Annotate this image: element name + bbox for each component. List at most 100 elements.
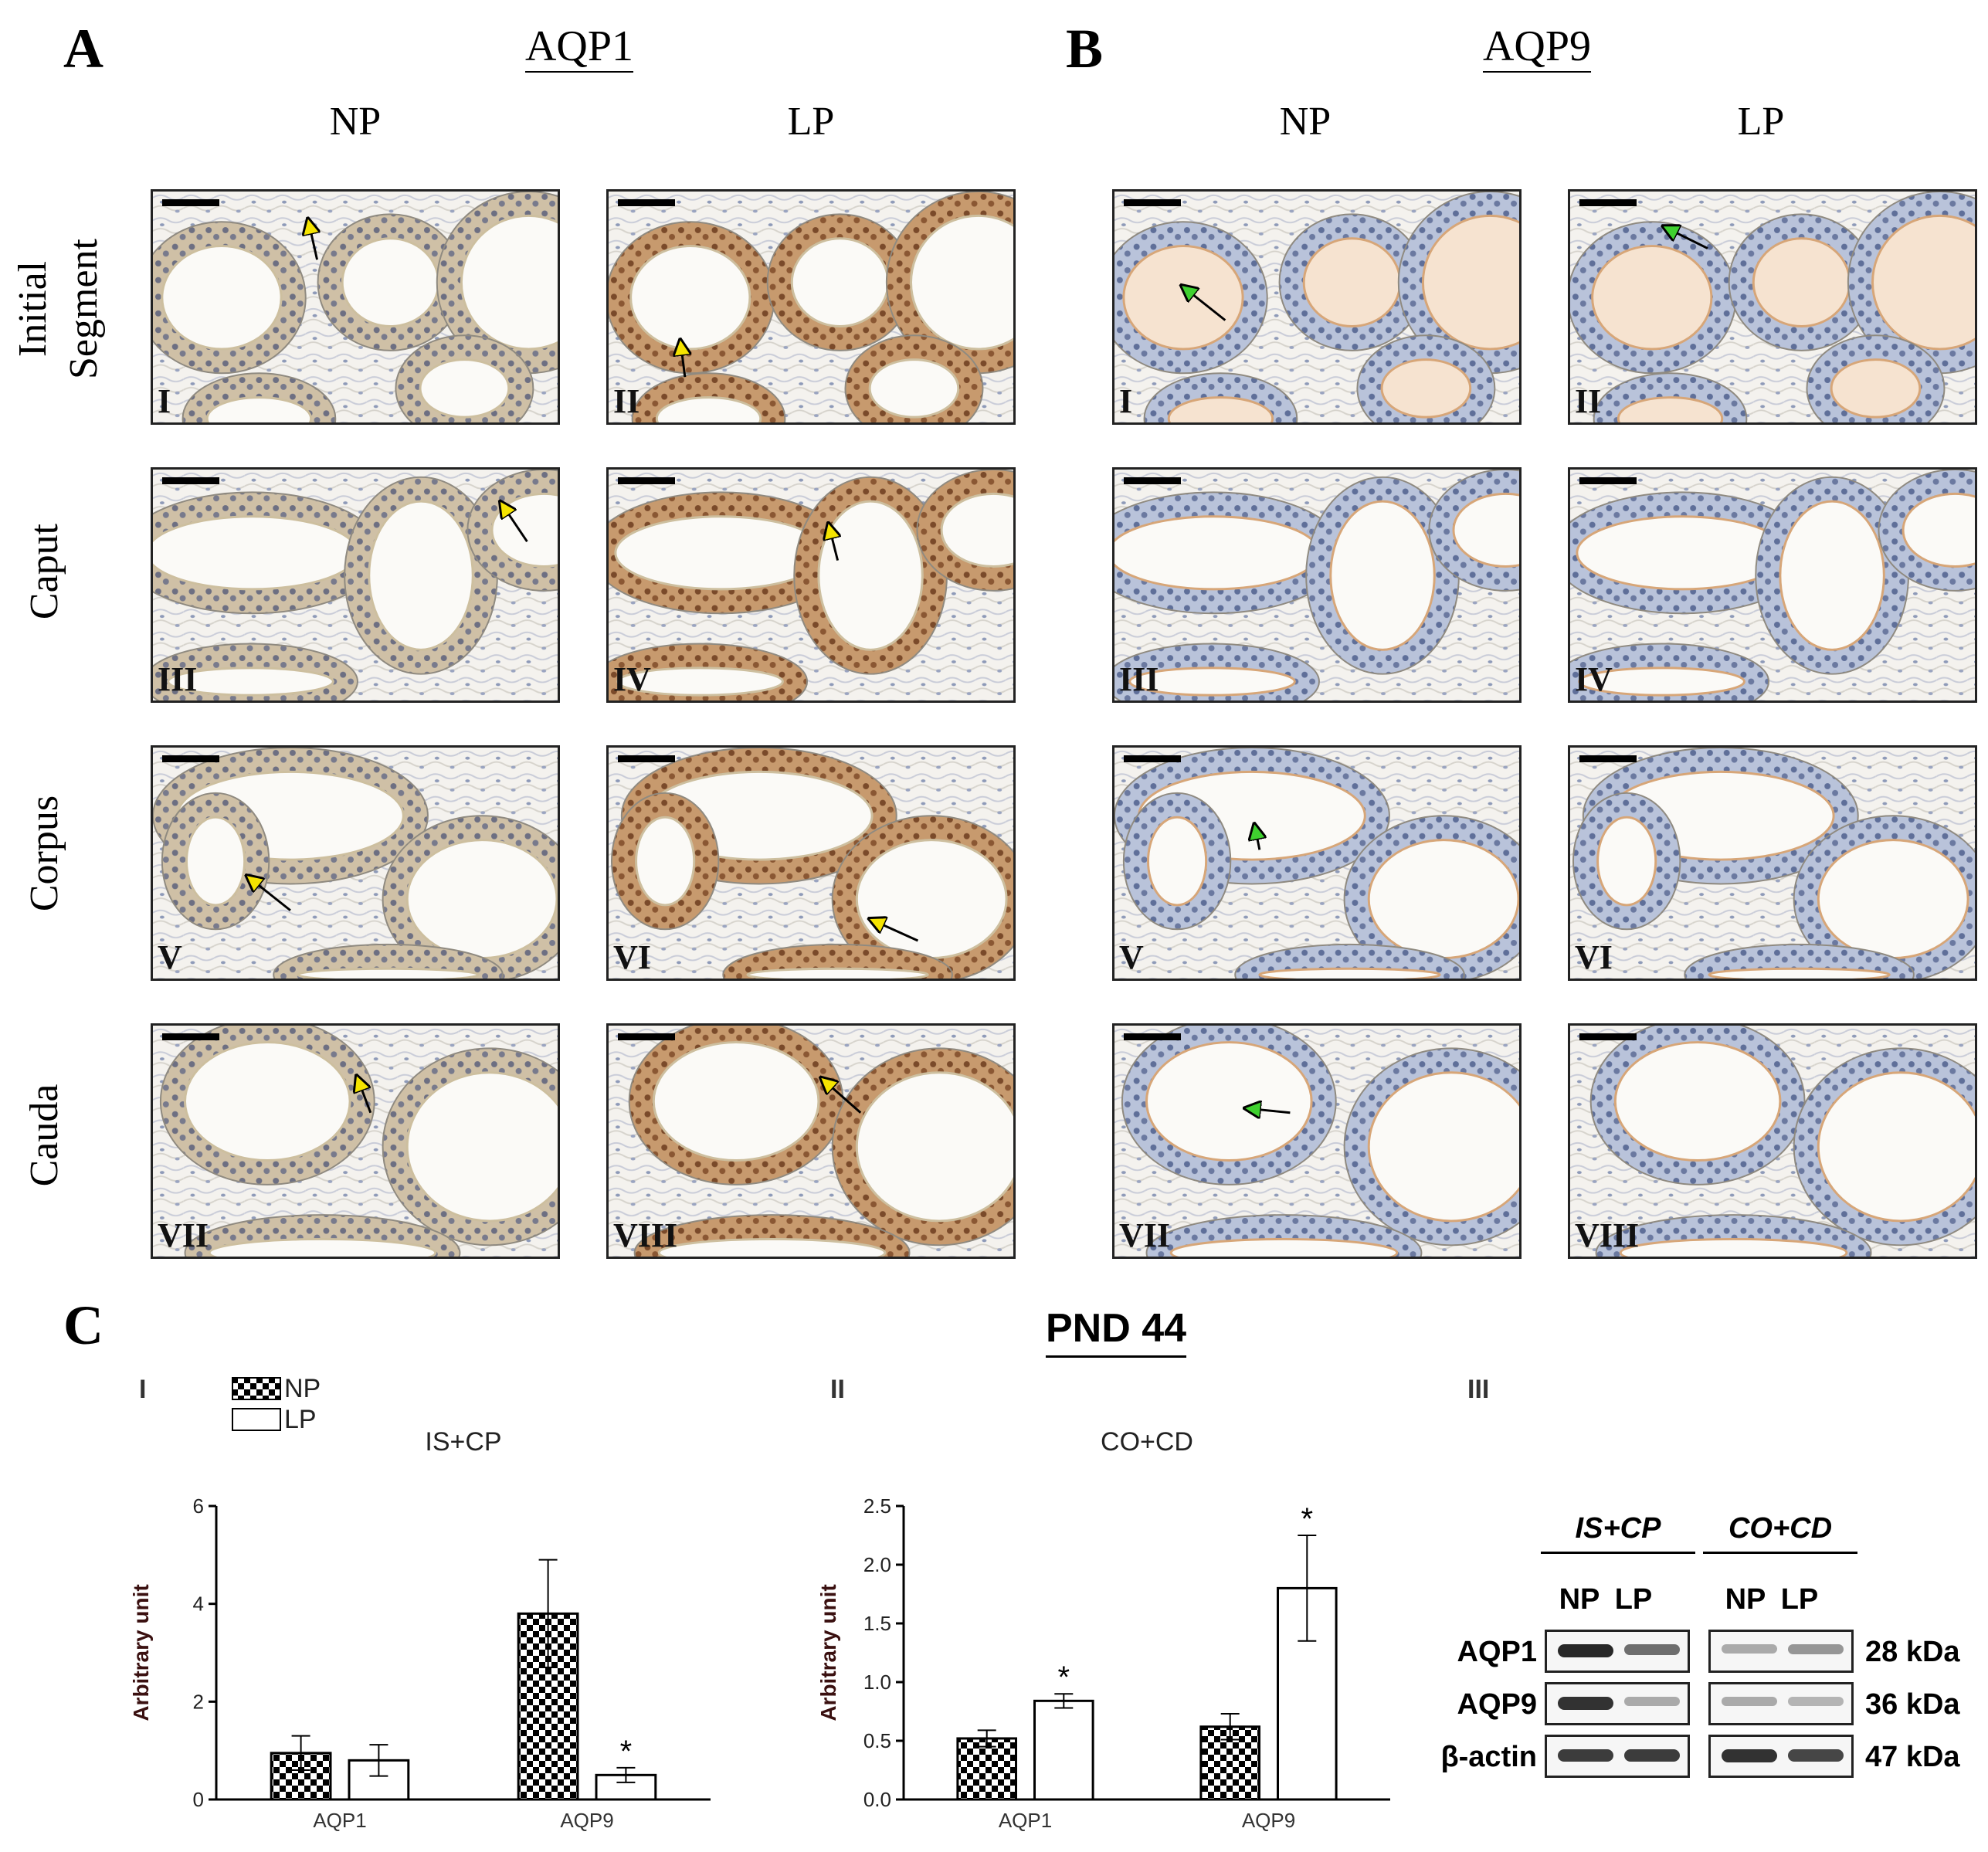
panel-c-title: PND 44 <box>1045 1306 1187 1351</box>
yellow-arrow-icon <box>504 507 528 542</box>
micrograph-b-1: I <box>1112 189 1522 425</box>
panel-c-sub-iii: III <box>1467 1375 1490 1404</box>
wb-blot-box <box>1545 1735 1690 1778</box>
yellow-arrow-icon <box>310 226 317 260</box>
wb-band <box>1624 1749 1680 1762</box>
yellow-arrow-icon <box>681 347 685 378</box>
wb-size-label: 28 kDa <box>1865 1636 1960 1668</box>
chart-legend: NP LP <box>232 1373 321 1435</box>
wb-lane-3: NP <box>1725 1583 1766 1616</box>
wb-band <box>1558 1644 1613 1658</box>
micrograph-b-3: III <box>1112 467 1522 703</box>
micrograph-a-7: VII <box>151 1023 560 1259</box>
col-label-b-np: NP <box>1279 100 1332 144</box>
bar-chart-co-cd: CO+CD Arbitrary unit 0.0 0.5 1.0 1.5 2.0 2.5 * AQ… <box>816 1427 1390 1832</box>
legend-item-np: NP <box>232 1373 321 1404</box>
x-tick-label: AQP9 <box>1242 1809 1295 1832</box>
y-tick-label: 4 <box>193 1593 204 1616</box>
y-axis-label: Arbitrary unit <box>129 1584 153 1721</box>
legend-label-np: NP <box>284 1373 321 1403</box>
col-label-a-lp: LP <box>787 100 835 144</box>
panel-a-title: AQP1 <box>524 22 634 70</box>
wb-band <box>1722 1749 1777 1762</box>
wb-blot-box <box>1708 1682 1854 1725</box>
micrograph-label: I <box>1119 382 1133 420</box>
significance-marker: * <box>620 1735 633 1769</box>
green-arrow-icon <box>1256 831 1260 850</box>
y-tick-label: 1.5 <box>863 1612 891 1635</box>
scale-bar <box>618 199 675 206</box>
scale-bar <box>1579 755 1637 762</box>
bar-chart-is-cp: IS+CP Arbitrary unit 0 2 4 6 AQP1 * AQP9 <box>129 1427 711 1832</box>
micrograph-label: VIII <box>1575 1216 1640 1254</box>
wb-band <box>1624 1697 1680 1706</box>
scale-bar <box>1124 199 1181 206</box>
bar-lp-aqp1 <box>1033 1699 1094 1801</box>
micrograph-b-8: VIII <box>1568 1023 1977 1259</box>
wb-band <box>1788 1697 1844 1706</box>
panel-b-title: AQP9 <box>1482 22 1592 70</box>
wb-protein-label: β-actin <box>1440 1741 1537 1773</box>
panel-c-sub-i: I <box>139 1375 147 1404</box>
wb-blot-box <box>1708 1735 1854 1778</box>
chart-title: IS+CP <box>425 1427 501 1457</box>
micrograph-label: II <box>613 382 640 420</box>
micrograph-a-5: V <box>151 745 560 981</box>
micrograph-label: V <box>158 938 182 976</box>
y-tick-label: 2 <box>193 1690 204 1713</box>
wb-band <box>1788 1644 1844 1654</box>
col-label-b-lp: LP <box>1737 100 1785 144</box>
wb-band <box>1558 1749 1613 1762</box>
wb-band <box>1624 1644 1680 1656</box>
panel-b-letter: B <box>1066 18 1104 80</box>
micrograph-b-5: V <box>1112 745 1522 981</box>
micrograph-label: I <box>158 382 171 420</box>
wb-band <box>1558 1697 1613 1710</box>
yellow-arrow-icon <box>253 880 291 911</box>
scale-bar <box>1124 1033 1181 1040</box>
micrograph-label: IV <box>613 660 651 698</box>
x-tick-label: AQP1 <box>313 1809 366 1832</box>
micrograph-label: IV <box>1575 660 1613 698</box>
micrograph-b-6: VI <box>1568 745 1977 981</box>
micrograph-label: VII <box>1119 1216 1171 1254</box>
row-label-cauda: Cauda <box>22 1084 66 1187</box>
significance-marker: * <box>1301 1502 1314 1536</box>
significance-marker: * <box>1058 1660 1070 1694</box>
micrograph-b-7: VII <box>1112 1023 1522 1259</box>
micrograph-label: V <box>1119 938 1144 976</box>
col-label-a-np: NP <box>329 100 382 144</box>
row-label-corpus: Corpus <box>22 795 66 912</box>
micrograph-label: III <box>158 660 198 698</box>
row-label-caput: Caput <box>22 523 66 620</box>
wb-band <box>1788 1749 1844 1762</box>
yellow-arrow-icon <box>359 1083 372 1114</box>
bar-np-aqp1 <box>956 1737 1017 1801</box>
micrograph-label: VII <box>158 1216 209 1254</box>
scale-bar <box>1579 199 1637 206</box>
y-tick-label: 2.0 <box>863 1553 891 1576</box>
wb-lane-1: NP <box>1559 1583 1600 1616</box>
micrograph-a-4: IV <box>606 467 1016 703</box>
y-tick-label: 1.0 <box>863 1671 891 1694</box>
y-tick-label: 0.5 <box>863 1729 891 1752</box>
scale-bar <box>618 1033 675 1040</box>
scale-bar <box>1124 755 1181 762</box>
scale-bar <box>162 755 219 762</box>
scale-bar <box>618 477 675 484</box>
micrograph-a-2: II <box>606 189 1016 425</box>
wb-protein-label: AQP1 <box>1457 1636 1537 1668</box>
wb-band <box>1722 1644 1777 1654</box>
scale-bar <box>162 477 219 484</box>
chart-title: CO+CD <box>1101 1427 1193 1457</box>
wb-band <box>1722 1697 1777 1706</box>
wb-protein-label: AQP9 <box>1457 1688 1537 1721</box>
micrograph-label: VI <box>613 938 651 976</box>
scale-bar <box>162 1033 219 1040</box>
wb-blot-box <box>1708 1630 1854 1673</box>
micrograph-label: VIII <box>613 1216 678 1254</box>
wb-group-is-cp: IS+CP <box>1541 1512 1695 1554</box>
scale-bar <box>1124 477 1181 484</box>
green-arrow-icon <box>1187 290 1226 321</box>
row-label-segment: Segment <box>62 239 106 379</box>
